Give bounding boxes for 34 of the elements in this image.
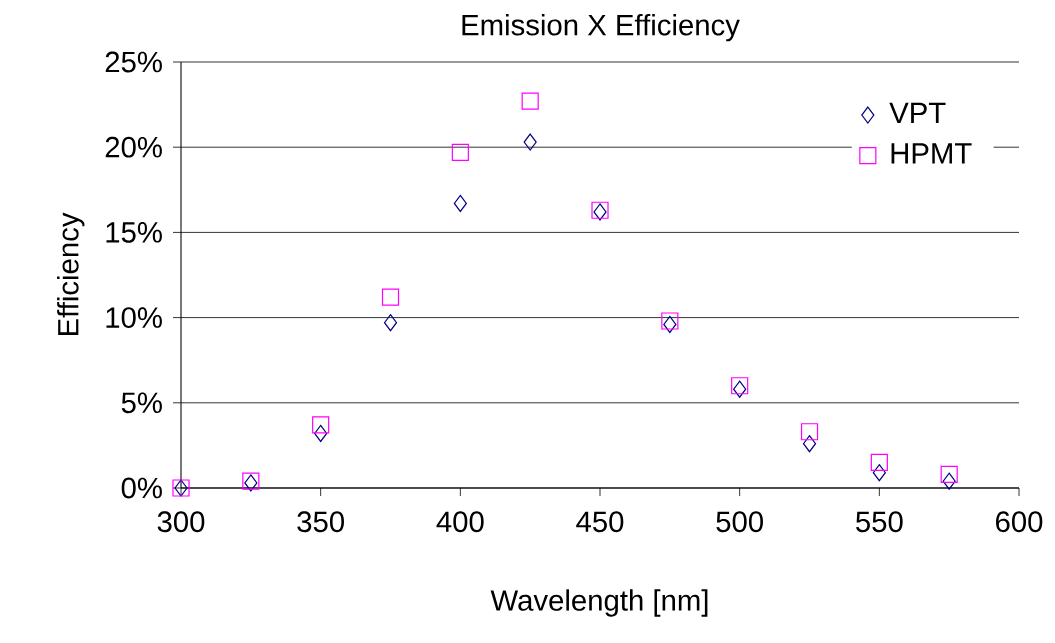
point — [451, 143, 469, 161]
x-tick-label: 400 — [436, 511, 484, 533]
point — [661, 312, 679, 330]
legend-label: VPT — [889, 102, 946, 123]
point — [872, 464, 886, 482]
y-tick-label: 5% — [121, 392, 162, 414]
y-tick-label: 25% — [105, 51, 162, 73]
point — [940, 465, 958, 483]
x-tick-label: 450 — [576, 511, 624, 533]
point — [870, 453, 888, 472]
x-tick-label: 350 — [297, 511, 344, 533]
point — [802, 435, 817, 453]
legend-label: HPMT — [891, 143, 972, 164]
x-tick-label: 300 — [157, 511, 205, 533]
x-tick-label: 550 — [856, 511, 903, 533]
x-tick-label: 500 — [716, 511, 763, 533]
x-tick-label: 600 — [996, 511, 1043, 533]
point — [312, 416, 330, 434]
point — [383, 314, 398, 332]
point — [523, 133, 537, 151]
y-tick-label: 0% — [121, 477, 162, 499]
point — [381, 288, 400, 306]
y-tick-label: 15% — [106, 222, 162, 243]
point — [521, 92, 539, 110]
chart-title: Emission X Efficiency — [462, 13, 740, 42]
point — [800, 423, 819, 441]
point — [942, 472, 956, 490]
x-axis-title: Wavelength [nm] — [490, 589, 708, 617]
y-tick-label: 20% — [105, 136, 162, 158]
point — [314, 424, 328, 443]
point — [663, 315, 677, 334]
point — [453, 194, 467, 213]
y-axis-title: Efficiency — [57, 212, 85, 336]
y-tick-label: 10% — [106, 307, 162, 328]
